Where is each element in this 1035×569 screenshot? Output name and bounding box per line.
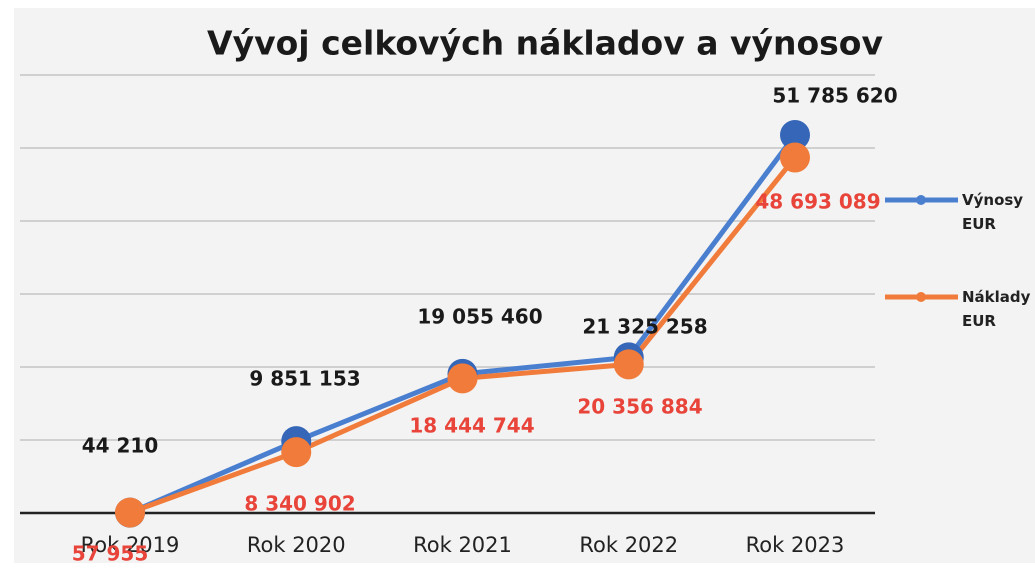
data-label: 8 340 902	[244, 492, 355, 516]
data-point	[115, 497, 145, 528]
data-point	[780, 142, 810, 173]
x-tick-label: Rok 2019	[81, 533, 180, 557]
data-point	[613, 349, 644, 380]
data-label: 18 444 744	[409, 414, 534, 438]
chart-title: Vývoj celkových nákladov a výnosov	[207, 24, 883, 63]
data-label: 21 325 258	[582, 315, 707, 339]
data-label: 57 955	[72, 542, 149, 566]
data-label: 20 356 884	[577, 395, 702, 419]
x-tick-label: Rok 2021	[413, 533, 512, 557]
chart-background	[14, 8, 1035, 563]
legend-label: Náklady EUR	[962, 288, 1031, 330]
legend-marker	[916, 292, 926, 302]
data-label: 48 693 089	[755, 190, 880, 214]
x-tick-label: Rok 2020	[247, 533, 346, 557]
x-tick-label: Rok 2022	[579, 533, 678, 557]
legend-marker	[916, 195, 926, 205]
legend-label: Výnosy EUR	[962, 191, 1023, 233]
data-label: 19 055 460	[417, 305, 542, 329]
data-point	[447, 363, 478, 394]
data-label: 9 851 153	[249, 367, 360, 391]
data-point	[281, 437, 312, 468]
data-label: 51 785 620	[772, 84, 897, 108]
data-label: 44 210	[82, 434, 159, 458]
x-tick-label: Rok 2023	[746, 533, 845, 557]
data-point	[780, 119, 810, 150]
